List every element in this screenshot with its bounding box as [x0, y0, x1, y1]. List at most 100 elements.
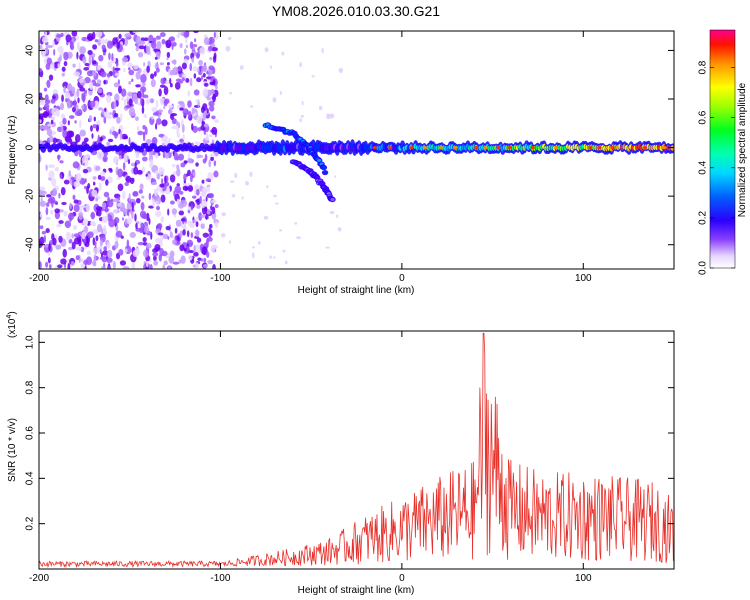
- spectrogram-x-label: Height of straight line (km): [298, 285, 415, 296]
- snr-x-label: Height of straight line (km): [298, 585, 415, 596]
- heatmap-noise-cell: [144, 126, 148, 136]
- heatmap-noise-cell: [79, 119, 82, 129]
- heatmap-noise-cell: [176, 164, 180, 170]
- heatmap-noise-cell: [64, 220, 72, 229]
- heatmap-noise-cell: [98, 245, 103, 250]
- heatmap-noise-cell: [167, 266, 171, 269]
- heatmap-noise-cell: [103, 116, 107, 124]
- heatmap-sparse-cell: [234, 172, 238, 179]
- heatmap-sparse-cell: [294, 221, 298, 225]
- heatmap-chirp-upper-core: [317, 158, 322, 163]
- heatmap-noise-cell: [106, 40, 114, 49]
- heatmap-noise-cell: [143, 113, 147, 119]
- heatmap-band-peak: [530, 146, 535, 149]
- heatmap-noise-cell: [81, 231, 86, 240]
- heatmap-noise-cell: [146, 65, 150, 73]
- heatmap-noise-cell: [209, 81, 216, 86]
- heatmap-noise-cell: [135, 46, 139, 52]
- heatmap-noise-cell: [141, 105, 145, 114]
- heatmap-noise-cell: [39, 186, 46, 191]
- heatmap-noise-cell: [73, 237, 81, 245]
- heatmap-noise-cell: [111, 53, 114, 61]
- heatmap-sparse-cell: [229, 91, 233, 95]
- heatmap-sparse-cell: [231, 194, 236, 198]
- heatmap-noise-cell: [203, 37, 210, 46]
- heatmap-noise-cell: [211, 206, 216, 215]
- heatmap-noise-cell: [123, 98, 127, 107]
- heatmap-noise-cell: [169, 231, 173, 238]
- colorbar-label: Normalized spectral amplitude: [737, 82, 748, 217]
- heatmap-sparse-cell: [299, 118, 303, 123]
- heatmap-noise-cell: [60, 102, 65, 111]
- spectrogram-heatmap: [39, 31, 674, 269]
- heatmap-noise-cell: [142, 132, 146, 142]
- heatmap-noise-cell: [144, 225, 150, 234]
- heatmap-noise-cell: [198, 59, 203, 66]
- heatmap-noise-cell: [207, 185, 210, 193]
- heatmap-noise-cell: [183, 160, 188, 164]
- heatmap-noise-cell: [158, 109, 163, 113]
- heatmap-noise-cell: [209, 105, 215, 112]
- heatmap-noise-cell: [68, 169, 71, 177]
- heatmap-noise-cell: [101, 44, 106, 51]
- heatmap-noise-cell: [191, 195, 197, 199]
- heatmap-noise-cell: [194, 38, 197, 43]
- heatmap-noise-cell: [112, 156, 119, 164]
- heatmap-noise-cell: [39, 97, 45, 106]
- heatmap-noise-cell: [102, 155, 108, 163]
- heatmap-noise-cell: [153, 188, 159, 197]
- heatmap-noise-cell: [57, 46, 64, 53]
- heatmap-noise-cell: [186, 230, 190, 238]
- heatmap-noise-cell: [61, 72, 65, 77]
- heatmap-noise-cell: [177, 121, 181, 129]
- heatmap-noise-cell: [73, 204, 80, 213]
- heatmap-noise-cell: [174, 81, 181, 90]
- snr-y-label: SNR (10 * v/v): [7, 418, 18, 482]
- heatmap-noise-cell: [71, 31, 78, 37]
- heatmap-noise-cell: [72, 225, 78, 230]
- heatmap-noise-cell: [126, 217, 133, 225]
- heatmap-noise-cell: [69, 138, 73, 145]
- heatmap-noise-cell: [185, 186, 188, 191]
- heatmap-noise-cell: [122, 217, 125, 221]
- heatmap-noise-cell: [180, 199, 188, 208]
- heatmap-noise-cell: [102, 225, 107, 235]
- heatmap-noise-cell: [202, 158, 207, 164]
- heatmap-noise-cell: [159, 84, 166, 88]
- chart-title: YM08.2026.010.03.30.G21: [272, 3, 440, 19]
- heatmap-noise-cell: [183, 247, 187, 252]
- heatmap-noise-cell: [101, 175, 106, 181]
- heatmap-noise-cell: [71, 233, 74, 239]
- heatmap-noise-cell: [135, 222, 138, 230]
- heatmap-noise-cell: [41, 231, 47, 235]
- heatmap-band-peak: [642, 146, 648, 149]
- heatmap-noise-cell: [194, 187, 197, 197]
- heatmap-noise-cell: [136, 90, 142, 99]
- heatmap-noise-cell: [198, 71, 203, 76]
- heatmap-noise-cell: [210, 199, 217, 204]
- heatmap-noise-cell: [48, 264, 52, 269]
- heatmap-noise-cell: [101, 202, 107, 209]
- heatmap-noise-cell: [43, 103, 50, 110]
- heatmap-noise-cell: [131, 202, 134, 211]
- heatmap-noise-cell: [130, 208, 133, 215]
- heatmap-noise-cell: [151, 107, 158, 113]
- heatmap-noise-cell: [73, 199, 79, 204]
- heatmap-noise-cell: [80, 246, 85, 253]
- heatmap-noise-cell: [155, 67, 160, 73]
- heatmap-sparse-cell: [275, 202, 279, 205]
- heatmap-noise-cell: [157, 222, 163, 230]
- heatmap-noise-cell: [106, 141, 111, 147]
- heatmap-noise-cell: [113, 198, 120, 203]
- heatmap-noise-cell: [114, 72, 120, 77]
- heatmap-noise-cell: [62, 117, 67, 125]
- heatmap-noise-cell: [49, 196, 56, 204]
- heatmap-noise-cell: [134, 213, 137, 222]
- spectrogram-y-tick-label: -20: [25, 188, 36, 203]
- heatmap-noise-cell: [119, 260, 127, 266]
- heatmap-sparse-cell: [301, 100, 304, 106]
- heatmap-noise-cell: [192, 171, 196, 177]
- heatmap-noise-cell: [151, 115, 155, 120]
- heatmap-noise-cell: [42, 124, 50, 131]
- heatmap-noise-cell: [129, 177, 135, 185]
